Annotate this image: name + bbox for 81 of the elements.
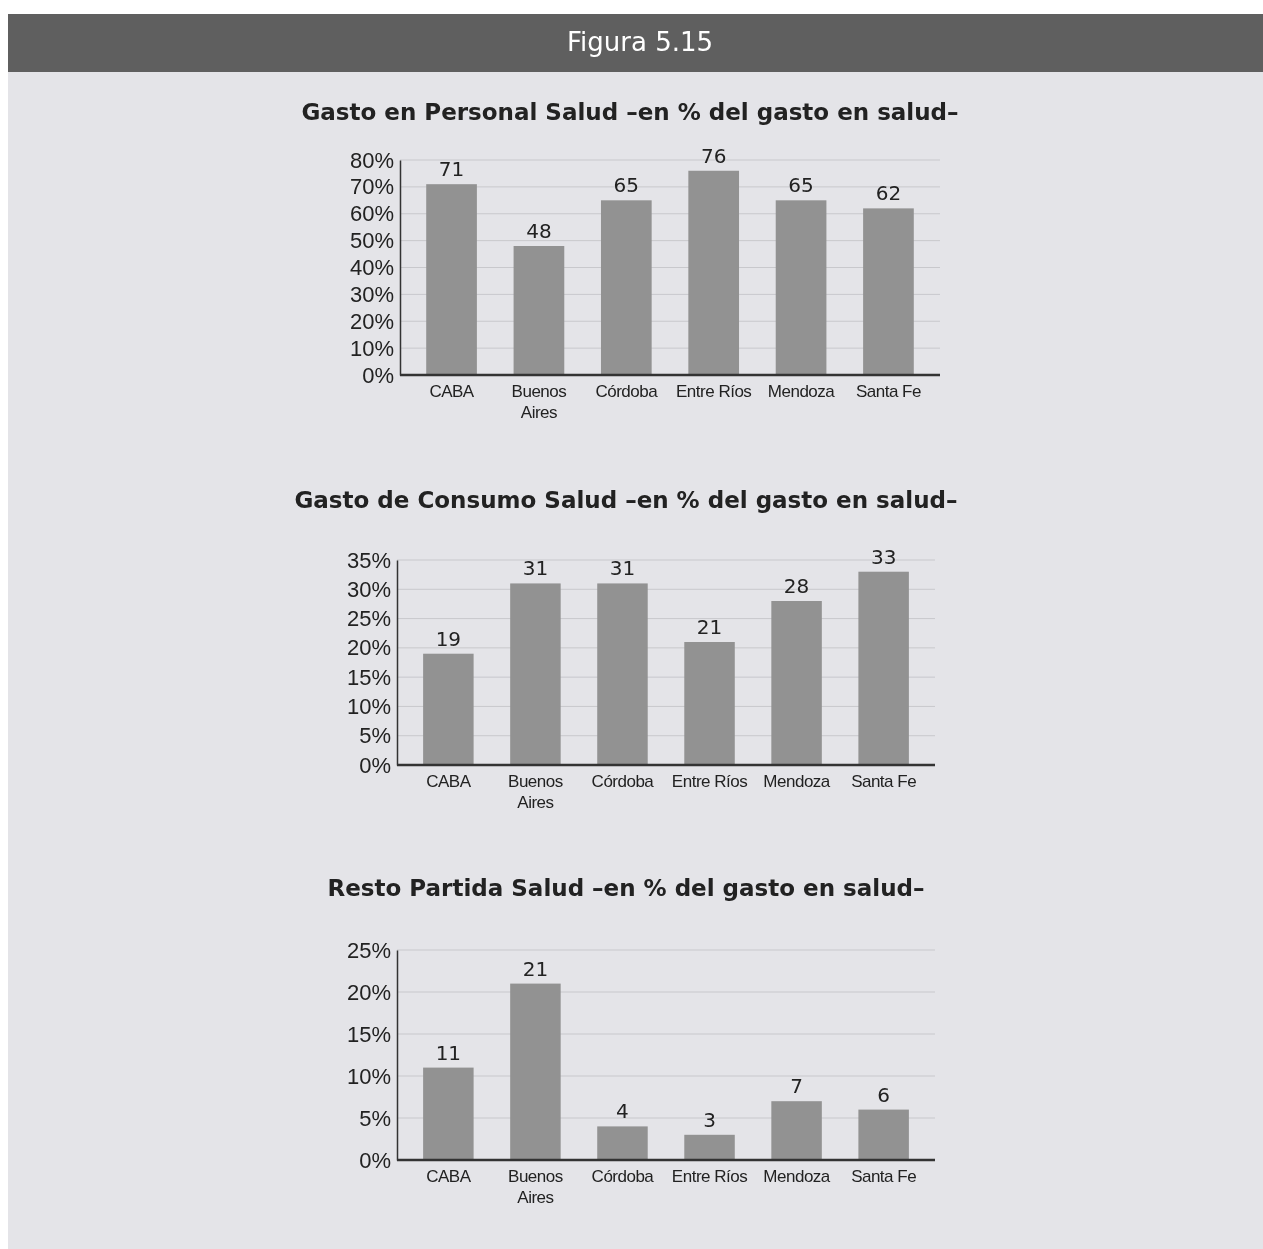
x-tick-label: CABA — [429, 382, 475, 401]
data-label: 3 — [703, 1107, 716, 1132]
x-tick-label: Córdoba — [591, 1167, 655, 1186]
text: Figura 5.15 — [566, 27, 714, 57]
bar — [426, 184, 477, 375]
y-tick-label: 40% — [349, 255, 394, 281]
data-label: 28 — [783, 574, 810, 598]
data-label: 6 — [877, 1082, 890, 1107]
y-tick-label: 0% — [359, 1147, 391, 1173]
x-tick-label: Entre Ríos — [671, 1167, 748, 1186]
bar — [688, 170, 740, 375]
y-tick-label: 25% — [346, 606, 391, 632]
bar — [775, 200, 827, 375]
bar — [771, 1101, 822, 1160]
bar — [684, 642, 735, 765]
data-label: 33 — [870, 544, 897, 569]
x-tick-label: Buenos Aires — [508, 772, 563, 812]
bar — [597, 1126, 648, 1160]
y-tick-label: 30% — [349, 281, 394, 307]
x-tick-label: Santa Fe — [851, 1167, 917, 1186]
data-label: 11 — [435, 1040, 462, 1065]
y-tick-label: 0% — [359, 752, 391, 778]
y-tick-label: 35% — [346, 547, 391, 573]
y-tick-label: 30% — [346, 576, 391, 602]
data-label: 21 — [696, 615, 723, 639]
bar — [858, 571, 909, 765]
bar — [858, 1109, 909, 1160]
y-tick-label: 5% — [359, 723, 391, 749]
y-tick-label: 50% — [349, 228, 394, 254]
bar — [510, 583, 561, 765]
bar — [863, 208, 914, 375]
x-tick-label: Buenos Aires — [508, 1167, 563, 1207]
bar — [513, 246, 565, 375]
data-label: 48 — [526, 219, 552, 243]
y-tick-label: 60% — [349, 201, 394, 227]
x-tick-label: Entre Ríos — [676, 382, 752, 401]
y-tick-label: 25% — [346, 937, 391, 963]
y-tick-label: 10% — [346, 693, 391, 719]
x-tick-label: Mendoza — [763, 1167, 831, 1186]
chart-title: Resto Partida Salud –en % del gasto en salud– — [327, 875, 925, 901]
data-label: 4 — [616, 1099, 629, 1124]
x-tick-label: Buenos Aires — [511, 382, 567, 422]
data-label: 65 — [788, 173, 814, 198]
y-tick-label: 20% — [346, 635, 391, 661]
x-tick-label: Córdoba — [591, 772, 655, 791]
y-tick-label: 15% — [346, 664, 391, 690]
x-tick-label: CABA — [426, 772, 472, 791]
y-tick-label: 5% — [359, 1105, 391, 1131]
data-label: 19 — [435, 626, 462, 651]
data-label: 21 — [522, 956, 549, 981]
chart-title: Gasto en Personal Salud –en % del gasto en salud– — [301, 99, 959, 125]
data-label: 62 — [875, 181, 902, 206]
y-tick-label: 20% — [349, 308, 394, 334]
data-label: 71 — [438, 157, 465, 182]
bar — [510, 983, 561, 1160]
bar — [684, 1134, 735, 1160]
bar — [771, 601, 822, 765]
x-tick-label: Mendoza — [767, 382, 836, 401]
data-label: 65 — [613, 173, 640, 198]
y-tick-label: 70% — [349, 174, 394, 200]
y-tick-label: 80% — [349, 147, 394, 173]
x-tick-label: Santa Fe — [855, 382, 921, 401]
data-label: 7 — [790, 1074, 803, 1099]
x-tick-label: Santa Fe — [851, 772, 917, 791]
y-tick-label: 10% — [349, 335, 394, 361]
data-label: 31 — [522, 556, 549, 581]
data-label: 31 — [609, 556, 636, 581]
bar — [600, 200, 652, 375]
y-tick-label: 0% — [362, 362, 394, 388]
x-tick-label: Mendoza — [763, 772, 831, 791]
data-label: 76 — [700, 143, 727, 168]
x-tick-label: CABA — [426, 1167, 472, 1186]
y-tick-label: 20% — [346, 979, 391, 1005]
chart-title: Gasto de Consumo Salud –en % del gasto en salud– — [294, 487, 958, 513]
y-tick-label: 15% — [346, 1021, 391, 1047]
bar — [423, 1067, 474, 1160]
bar — [597, 583, 648, 765]
bar — [423, 653, 474, 765]
x-tick-label: Córdoba — [595, 382, 659, 401]
y-tick-label: 10% — [346, 1063, 391, 1089]
x-tick-label: Entre Ríos — [671, 772, 748, 791]
